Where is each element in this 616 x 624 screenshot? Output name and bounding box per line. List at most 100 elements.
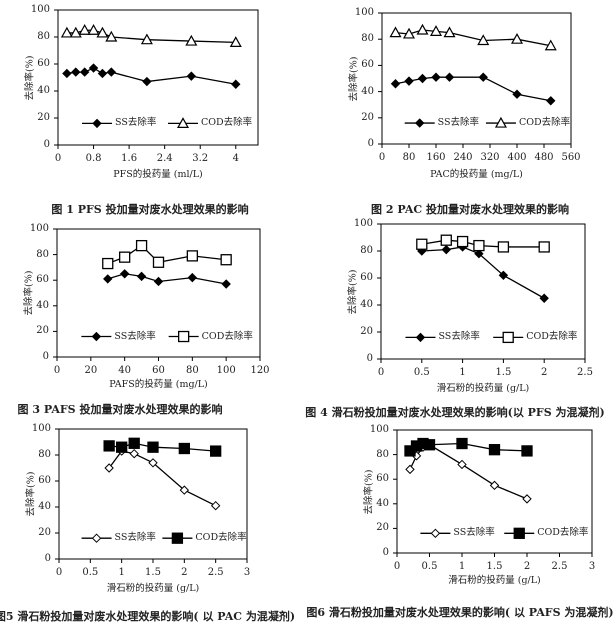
x-tick-label: 2 [181, 567, 188, 578]
x-axis-label: 滑石粉的投药量 (g/L) [448, 575, 541, 586]
data-point [142, 76, 152, 87]
data-point [521, 445, 533, 457]
y-tick-label: 0 [43, 139, 50, 150]
y-tick-label: 40 [361, 85, 374, 97]
x-tick-label: 20 [84, 365, 98, 376]
data-point [103, 440, 115, 452]
data-point [71, 67, 81, 77]
x-tick-label: 3.2 [192, 153, 209, 164]
legend-label: COD去除率 [195, 532, 247, 544]
legend-marker [430, 528, 441, 539]
x-tick-label: 1 [458, 561, 466, 572]
data-point [512, 89, 522, 99]
data-point [185, 34, 198, 46]
x-tick-label: 3 [243, 567, 251, 578]
series-cod [404, 437, 533, 457]
plot-frame [57, 9, 259, 146]
series-line [421, 246, 545, 299]
figure-caption: 图 2 PAC 投加量对废水处理效果的影响 [371, 203, 569, 216]
data-point [498, 270, 509, 281]
y-tick-label: 0 [42, 351, 49, 362]
series-ss [62, 63, 241, 89]
data-point [210, 445, 222, 457]
data-point [129, 448, 139, 459]
x-tick-label: 2 [523, 561, 531, 572]
x-tick-label: 0.5 [421, 561, 438, 572]
data-point [477, 34, 490, 46]
figure-caption: 图5 滑石粉投加量对废水处理效果的影响( 以 PAC 为混凝剂) [0, 610, 296, 623]
chart-2 [378, 12, 572, 148]
series-line [108, 450, 216, 507]
legend-label: COD去除率 [518, 117, 571, 129]
y-tick-label: 0 [367, 138, 374, 149]
data-point [443, 26, 456, 38]
legend-label: SS去除率 [438, 331, 480, 343]
y-tick-label: 40 [376, 497, 389, 509]
series-ss [104, 446, 221, 511]
data-point [538, 241, 550, 253]
data-point [87, 24, 100, 35]
x-tick-label: 2.5 [551, 561, 568, 572]
legend-label: COD去除率 [537, 527, 589, 539]
data-point [79, 67, 90, 77]
data-point [60, 26, 73, 38]
data-point [78, 24, 91, 35]
x-tick-label: 1.6 [121, 153, 138, 164]
chart-1 [54, 9, 259, 149]
data-point [402, 27, 416, 39]
x-tick-label: 2 [541, 367, 548, 378]
data-point [102, 257, 114, 270]
y-tick-label: 60 [376, 473, 389, 485]
data-point [104, 463, 114, 473]
x-tick-label: 0 [393, 561, 401, 572]
x-tick-label: 2.5 [207, 567, 224, 578]
y-tick-label: 40 [36, 299, 49, 311]
legend-label: SS去除率 [115, 117, 157, 129]
y-tick-label: 100 [369, 424, 389, 435]
x-tick-label: 0 [54, 153, 62, 164]
data-point [187, 272, 198, 283]
y-tick-label: 20 [376, 522, 389, 534]
data-point [546, 96, 556, 106]
series-cod [103, 437, 222, 457]
y-tick-label: 40 [360, 299, 373, 310]
legend-marker [177, 330, 190, 343]
legend-marker [414, 118, 425, 128]
data-point [152, 256, 165, 268]
x-tick-label: 1 [459, 367, 466, 378]
data-point [473, 239, 485, 252]
data-point [136, 271, 147, 282]
data-point [444, 72, 455, 82]
y-tick-label: 60 [360, 272, 373, 283]
y-tick-label: 20 [360, 326, 373, 337]
data-point [69, 26, 82, 38]
x-tick-label: 0.5 [82, 567, 99, 578]
legend-marker [513, 527, 525, 539]
y-axis-label: 去除率(%) [24, 55, 36, 100]
series-line [409, 444, 528, 500]
y-tick-label: 20 [37, 112, 50, 123]
y-tick-label: 60 [36, 274, 49, 286]
x-axis-label: PAC的投药量 (mg/L) [430, 169, 523, 180]
data-point [389, 26, 402, 38]
figure-caption: 图 1 PFS 投加量对废水处理效果的影响 [51, 203, 249, 216]
legend-marker [176, 117, 190, 129]
data-point [97, 68, 108, 79]
data-point [405, 464, 415, 475]
x-tick-label: 160 [426, 152, 446, 163]
chart-5 [55, 428, 248, 563]
y-tick-label: 80 [361, 33, 374, 45]
x-tick-label: 2.4 [156, 153, 173, 164]
data-point [229, 36, 242, 48]
legend-label: SS去除率 [437, 117, 480, 129]
x-tick-label: 1.5 [495, 367, 512, 378]
series-ss [103, 269, 231, 289]
y-tick-label: 40 [38, 501, 51, 512]
data-point [390, 79, 401, 89]
legend-marker [494, 116, 507, 128]
data-point [417, 73, 428, 84]
y-axis-label: 去除率(%) [347, 269, 359, 314]
data-point [429, 25, 443, 36]
y-tick-label: 60 [361, 59, 374, 71]
data-point [456, 235, 469, 248]
